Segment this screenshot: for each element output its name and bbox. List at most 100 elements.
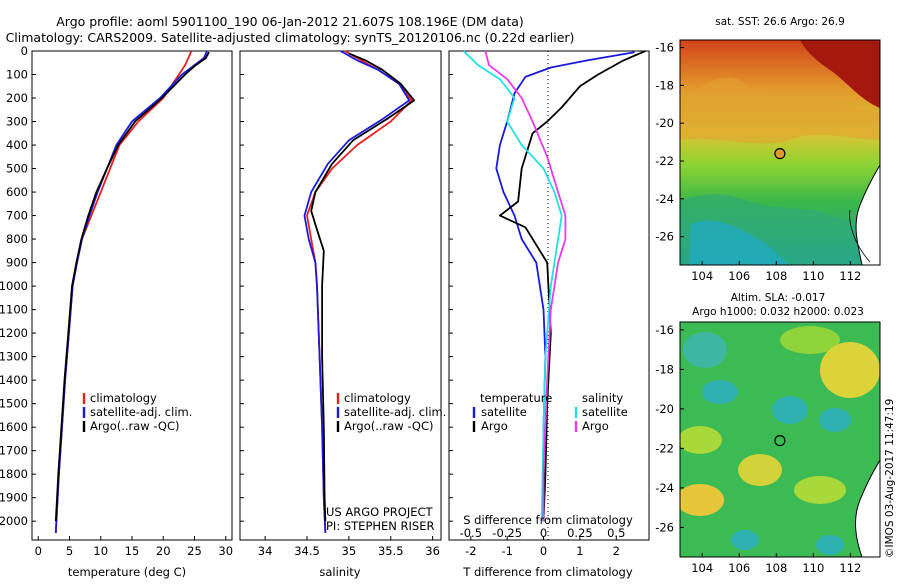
sla-lat-axis: -16 -18 -20 -22 -24 -26	[655, 323, 684, 534]
s-difference-tick-label: 0.25	[567, 526, 593, 540]
x-tick-label: 2	[613, 544, 620, 558]
sla-low-patch	[702, 380, 738, 404]
lat-tick-label: -16	[655, 41, 674, 55]
profile-location-marker	[774, 148, 786, 160]
sst-land	[856, 165, 880, 265]
series-line-s-satellite	[462, 50, 563, 522]
lat-tick-label: -22	[655, 441, 674, 455]
depth-tick-label: 800	[6, 232, 28, 246]
salinity-xlabel: salinity	[319, 565, 360, 579]
series-line-satellite-adj-clim-	[303, 50, 411, 533]
difference-depth-ticks	[449, 50, 453, 522]
s-difference-xlabel: S difference from climatology	[463, 513, 633, 527]
depth-tick-label: 1400	[0, 373, 28, 387]
project-annotation: US ARGO PROJECT	[326, 505, 434, 519]
lon-tick-label: 110	[802, 269, 824, 283]
lon-tick-label: 112	[839, 269, 861, 283]
depth-tick-label: 1900	[0, 491, 28, 505]
lon-tick-label: 104	[691, 561, 713, 575]
salinity-axis: 34 34.5 35 35.5 36	[258, 536, 440, 558]
x-tick-label: 5	[66, 544, 73, 558]
depth-tick-label: 100	[6, 68, 28, 82]
legend-climatology: climatology	[344, 391, 411, 405]
difference-series	[462, 50, 646, 522]
sla-map: Altim. SLA: -0.017 Argo h1000: 0.032 h20…	[655, 292, 881, 575]
sst-bathy-contour	[849, 209, 871, 263]
depth-axis: 0 100 200 300 400 500 600 700 800 900 1000 1100 1200…	[0, 44, 36, 528]
series-line-argo-raw-qc-	[310, 52, 416, 522]
lat-tick-label: -18	[655, 362, 674, 376]
salinity-panel: 34 34.5 35 35.5 36 salinity climatology sate…	[239, 50, 446, 579]
sla-low-patch	[731, 530, 759, 550]
x-tick-label: -2	[465, 544, 476, 558]
lon-tick-label: 110	[802, 561, 824, 575]
pi-annotation: PI: STEPHEN RISER	[326, 519, 435, 533]
depth-tick-label: 1100	[0, 303, 28, 317]
lon-tick-label: 112	[839, 561, 861, 575]
sla-land	[855, 460, 880, 557]
lat-tick-label: -24	[655, 192, 674, 206]
legend-salinity-title: salinity	[582, 391, 623, 405]
x-tick-label: 10	[93, 544, 108, 558]
depth-tick-label: 400	[6, 138, 28, 152]
sla-low-patch	[819, 408, 851, 432]
difference-plot-frame	[448, 50, 650, 541]
depth-tick-label: 1200	[0, 326, 28, 340]
difference-panel: -2 -1 0 1 2 -0.5 -0.25 0 0.25 0.5 T difference f…	[448, 50, 650, 579]
depth-tick-label: 2000	[0, 514, 28, 528]
footer-credit: ©IMOS 03-Aug-2017 11:47:19	[884, 399, 896, 558]
lat-tick-label: -26	[655, 520, 674, 534]
x-tick-label: 34.5	[294, 544, 320, 558]
legend-satellite: satellite-adj. clim.	[344, 405, 446, 419]
x-tick-label: 0	[35, 544, 42, 558]
x-tick-label: -1	[501, 544, 512, 558]
sla-high-patch	[680, 484, 724, 516]
s-difference-tick-label: 0	[540, 526, 547, 540]
x-tick-label: 15	[125, 544, 140, 558]
depth-tick-label: 200	[6, 91, 28, 105]
sst-coastline	[855, 164, 880, 265]
sst-blue-patch	[690, 220, 790, 265]
depth-tick-label: 0	[21, 44, 28, 58]
series-line-s-argo	[484, 50, 567, 522]
lat-tick-label: -20	[655, 116, 674, 130]
legend-t-argo: Argo	[481, 419, 508, 433]
depth-tick-label: 1000	[0, 279, 28, 293]
x-tick-label: 25	[187, 544, 202, 558]
sst-lat-axis: -16 -18 -20 -22 -24 -26	[655, 41, 684, 244]
salinity-plot-frame	[239, 50, 442, 541]
salinity-depth-ticks	[240, 50, 244, 522]
lat-tick-label: -24	[655, 481, 674, 495]
lon-tick-label: 106	[728, 561, 750, 575]
depth-tick-label: 1500	[0, 397, 28, 411]
temperature-xlabel: temperature (deg C)	[68, 565, 186, 579]
sla-map-frame	[679, 321, 881, 558]
sst-map: sat. SST: 26.6 Argo: 26.9 -16 -18 -20 -22 -2…	[655, 16, 881, 283]
temperature-axis: 0 5 10 15 20 25 30	[35, 536, 233, 558]
sst-warm-patch	[800, 40, 880, 108]
lon-tick-label: 104	[691, 269, 713, 283]
x-tick-label: 30	[218, 544, 233, 558]
lat-tick-label: -26	[655, 230, 674, 244]
lat-tick-label: -16	[655, 323, 674, 337]
legend-t-satellite: satellite	[481, 405, 527, 419]
temperature-series	[54, 50, 210, 533]
legend-climatology: climatology	[90, 391, 157, 405]
difference-legend: temperature satellite Argo salinity sate…	[472, 391, 628, 433]
lon-tick-label: 108	[765, 561, 787, 575]
lon-tick-label: 108	[765, 269, 787, 283]
sla-map-title: Altim. SLA: -0.017	[731, 292, 826, 304]
sla-low-patch	[683, 332, 727, 368]
depth-tick-label: 1700	[0, 444, 28, 458]
depth-tick-label: 500	[6, 162, 28, 176]
sst-orange-band	[680, 77, 880, 144]
depth-tick-label: 600	[6, 185, 28, 199]
series-line-t-satellite	[495, 51, 635, 522]
temperature-panel: 0100200300400500600700800900100011001200…	[0, 44, 233, 579]
x-tick-label: 36	[425, 544, 440, 558]
lat-tick-label: -20	[655, 402, 674, 416]
lat-tick-label: -18	[655, 78, 674, 92]
sla-high-patch	[794, 476, 846, 504]
legend-satellite: satellite-adj. clim.	[90, 405, 192, 419]
